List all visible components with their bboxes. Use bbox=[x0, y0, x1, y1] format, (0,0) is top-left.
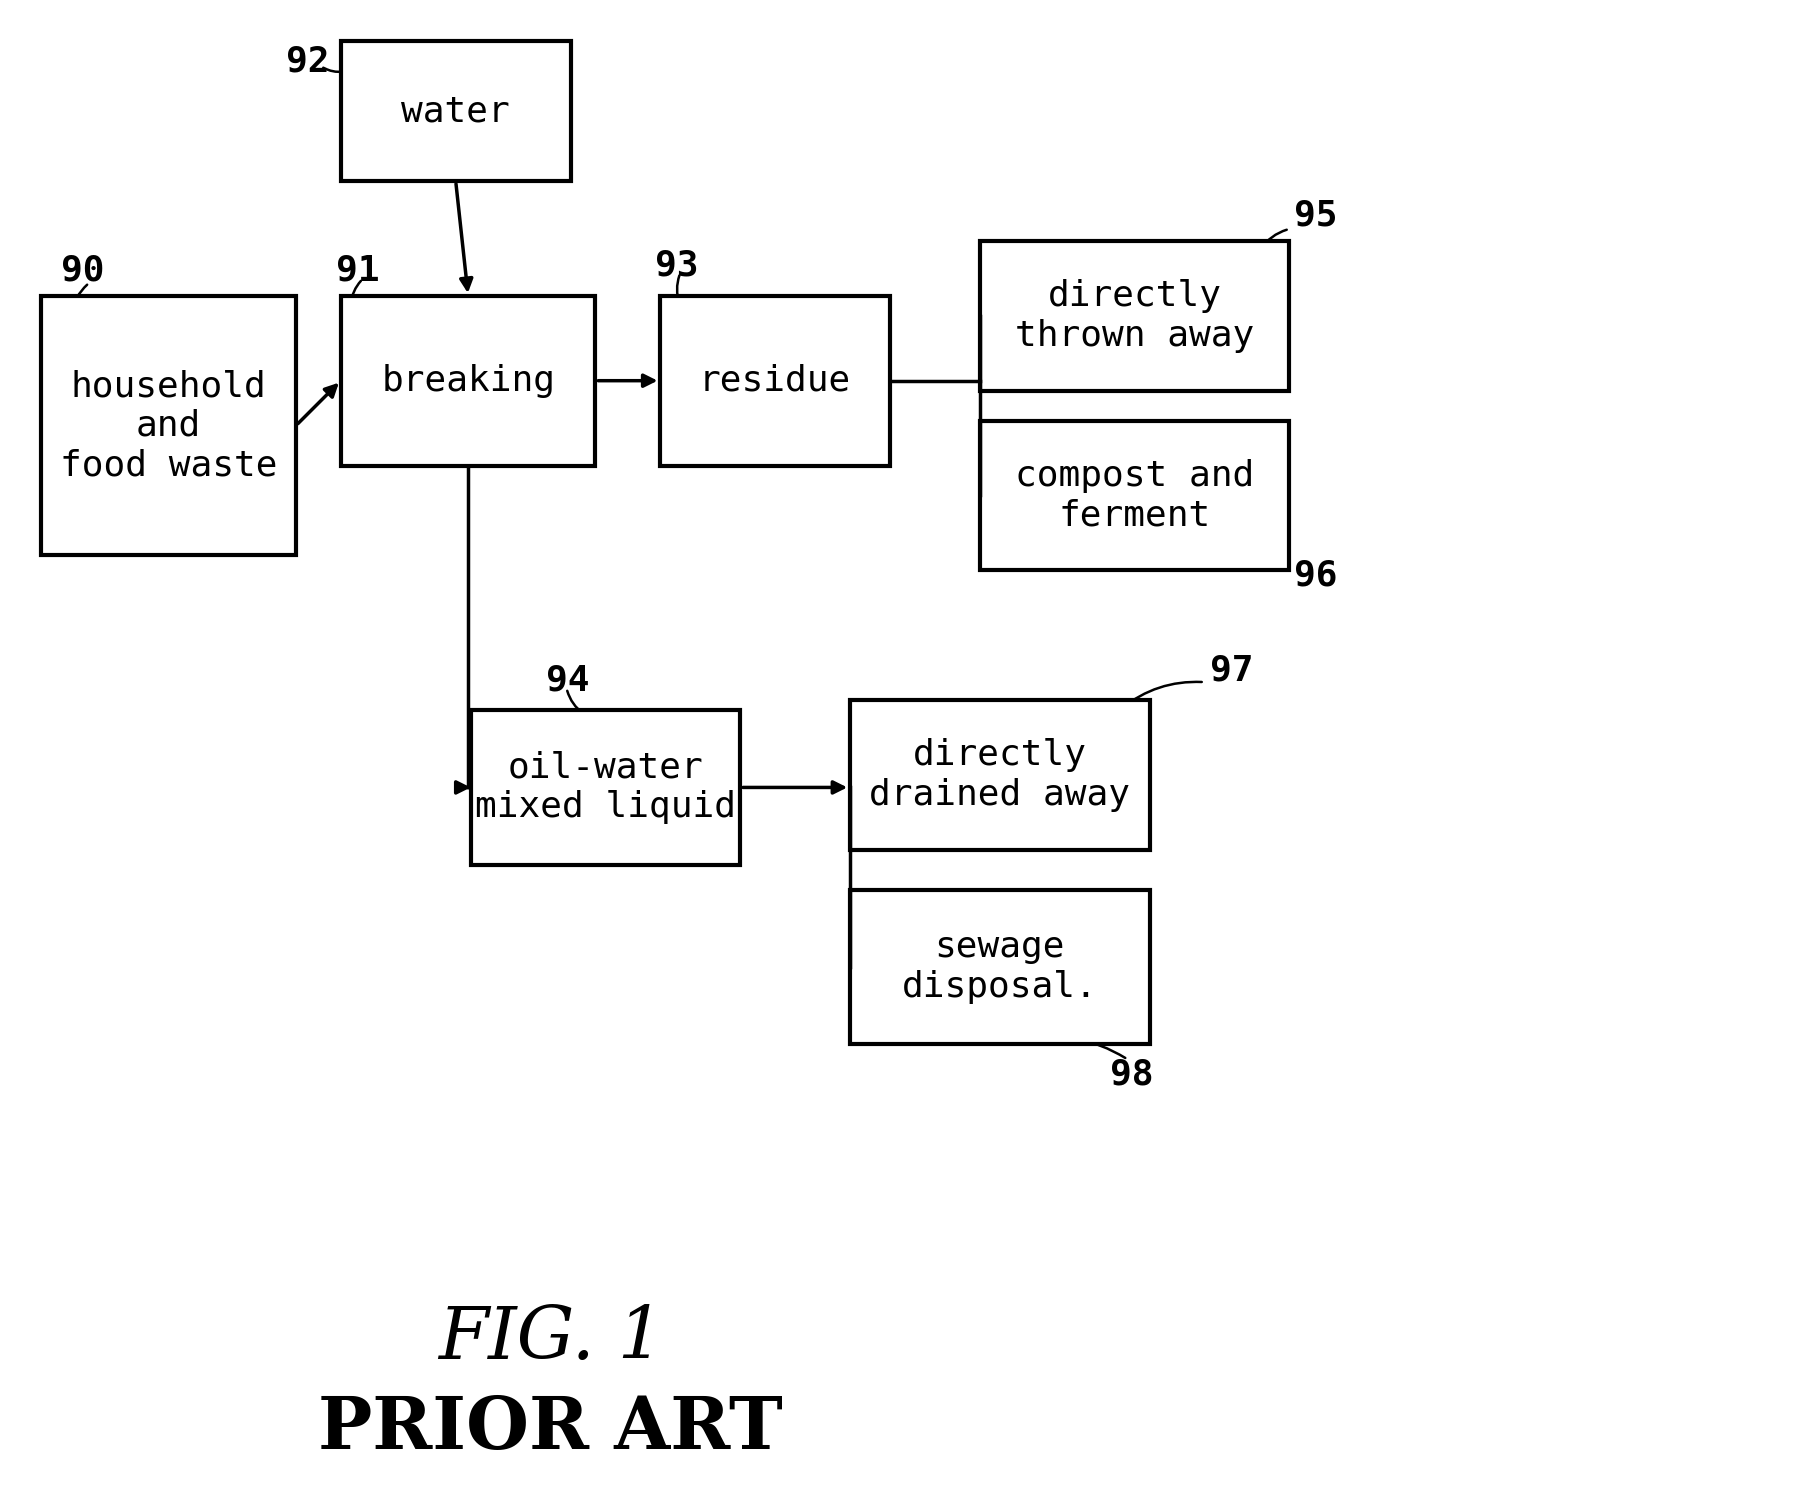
Text: 91: 91 bbox=[337, 255, 380, 288]
Bar bbox=[979, 420, 1289, 571]
Text: FIG. 1: FIG. 1 bbox=[438, 1304, 664, 1373]
Text: household
and
food waste: household and food waste bbox=[60, 369, 277, 482]
Bar bbox=[661, 295, 891, 465]
Text: 94: 94 bbox=[545, 663, 588, 697]
Text: compost and
ferment: compost and ferment bbox=[1015, 459, 1254, 532]
Text: sewage
disposal.: sewage disposal. bbox=[901, 931, 1097, 1005]
Text: 93: 93 bbox=[655, 248, 699, 283]
Text: directly
thrown away: directly thrown away bbox=[1015, 279, 1254, 352]
Bar bbox=[340, 41, 570, 181]
Bar bbox=[851, 890, 1149, 1045]
Text: 90: 90 bbox=[62, 255, 105, 288]
Text: residue: residue bbox=[699, 363, 851, 398]
Bar bbox=[340, 295, 595, 465]
Bar bbox=[979, 241, 1289, 390]
Text: 92: 92 bbox=[286, 44, 329, 78]
Text: 98: 98 bbox=[1110, 1057, 1153, 1092]
Bar bbox=[851, 700, 1149, 849]
Bar bbox=[42, 295, 297, 556]
Text: 95: 95 bbox=[1294, 199, 1338, 233]
Text: 96: 96 bbox=[1294, 559, 1338, 592]
Text: breaking: breaking bbox=[382, 363, 556, 398]
Bar bbox=[471, 711, 740, 864]
Text: 97: 97 bbox=[1209, 654, 1253, 687]
Text: PRIOR ART: PRIOR ART bbox=[319, 1393, 784, 1464]
Text: directly
drained away: directly drained away bbox=[869, 738, 1131, 812]
Text: water: water bbox=[402, 95, 510, 128]
Text: oil-water
mixed liquid: oil-water mixed liquid bbox=[474, 750, 737, 824]
